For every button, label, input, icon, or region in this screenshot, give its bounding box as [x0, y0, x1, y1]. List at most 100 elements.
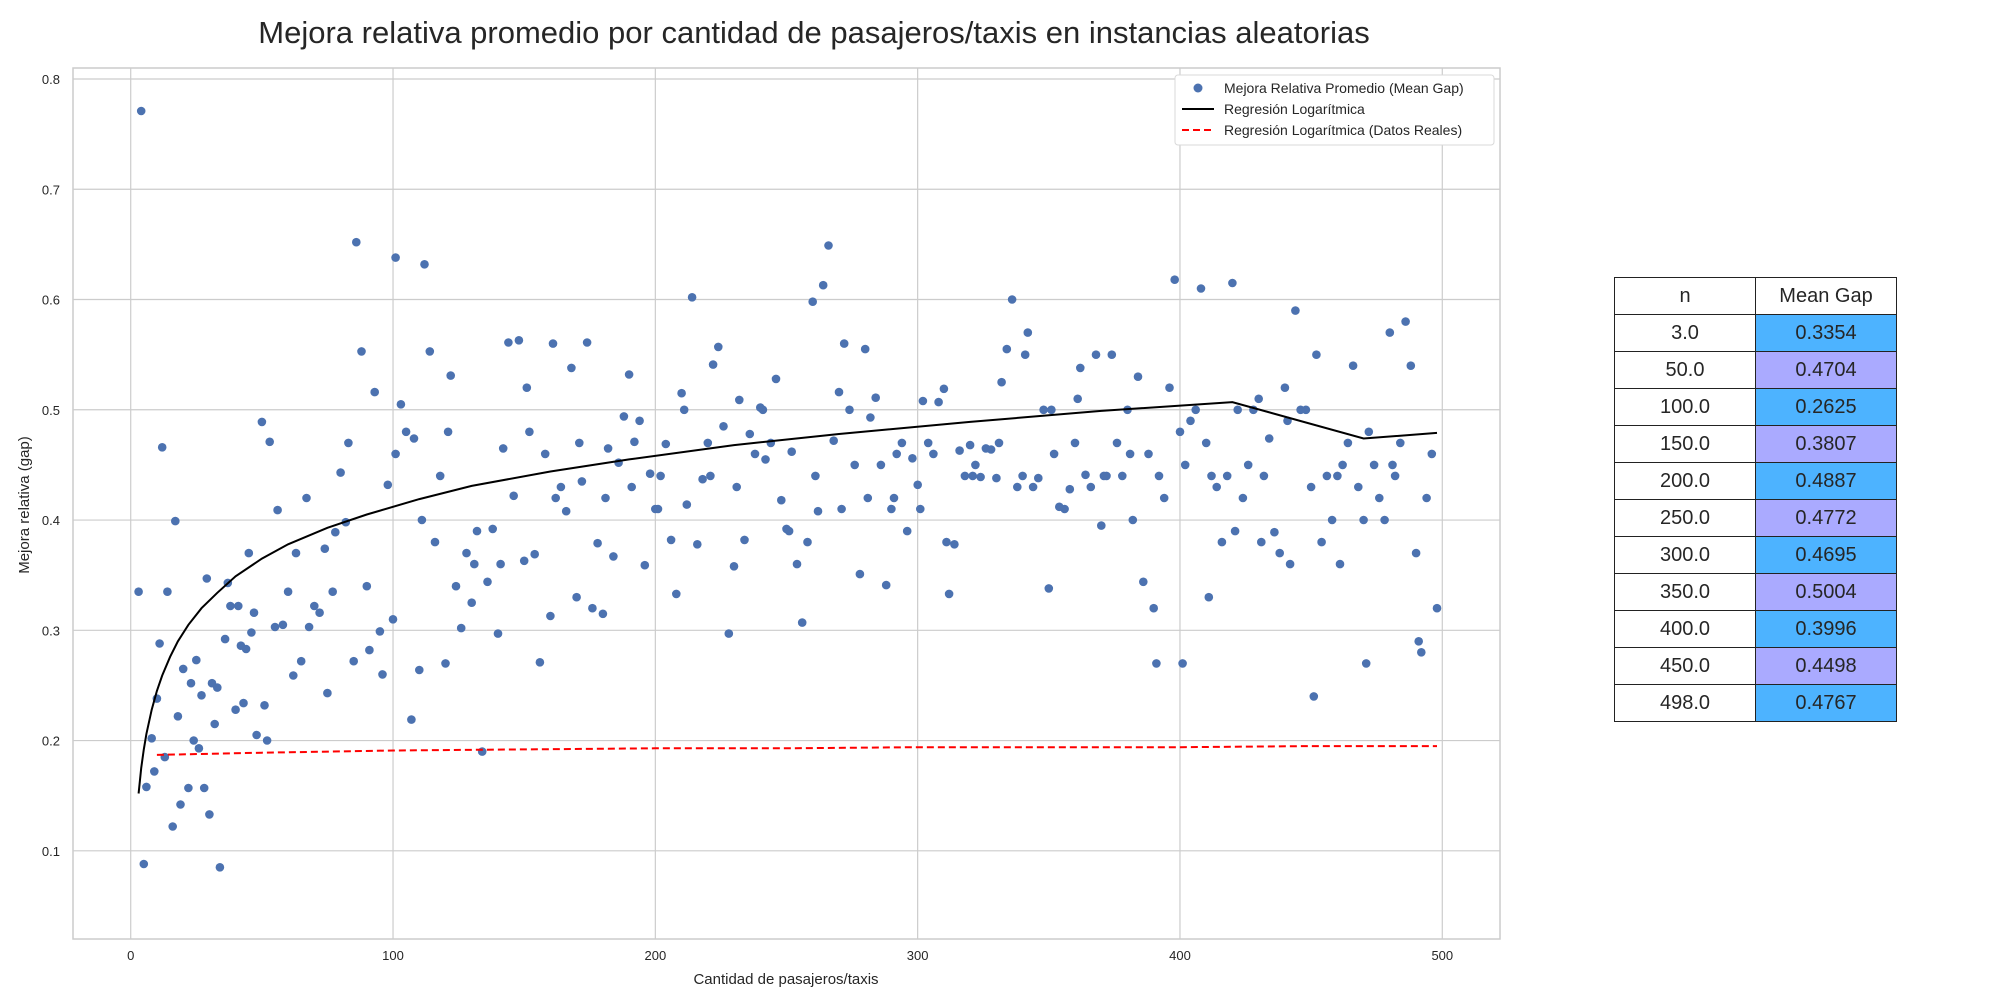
scatter-point — [1327, 515, 1337, 525]
scatter-point — [777, 495, 786, 505]
scatter-point — [302, 493, 311, 503]
scatter-point — [1335, 559, 1345, 569]
scatter-point — [451, 581, 461, 591]
scatter-point — [839, 339, 849, 348]
scatter-point — [661, 439, 671, 449]
scatter-point — [472, 526, 482, 536]
scatter-point — [213, 683, 222, 692]
scatter-point — [1204, 592, 1214, 602]
scatter-point — [916, 504, 925, 514]
table-cell-mean-gap: 0.3996 — [1755, 610, 1897, 648]
scatter-point — [1128, 515, 1138, 525]
scatter-points — [134, 106, 1442, 872]
scatter-point — [435, 471, 445, 481]
scatter-point — [1369, 460, 1379, 470]
scatter-point — [703, 438, 713, 448]
scatter-point — [758, 405, 768, 415]
scatter-point — [1401, 317, 1410, 326]
scatter-point — [934, 397, 943, 407]
scatter-point — [514, 336, 524, 345]
scatter-point — [388, 615, 398, 624]
scatter-point — [362, 581, 372, 591]
scatter-point — [863, 493, 873, 503]
scatter-point — [199, 783, 209, 793]
scatter-point — [349, 656, 359, 666]
scatter-point — [1175, 427, 1185, 437]
table-cell-mean-gap: 0.4498 — [1755, 647, 1897, 685]
scatter-point — [1270, 527, 1279, 537]
scatter-point — [866, 413, 875, 422]
scatter-point — [997, 377, 1006, 387]
y-axis-label: Mejora relativa (gap) — [16, 436, 33, 574]
scatter-point — [391, 253, 400, 262]
scatter-point — [792, 559, 802, 569]
scatter-point — [561, 506, 571, 516]
scatter-point — [409, 434, 419, 443]
scatter-point — [171, 516, 180, 526]
legend-label-log: Regresión Logarítmica — [1224, 101, 1365, 117]
scatter-point — [1291, 306, 1300, 315]
scatter-point — [1354, 482, 1363, 492]
scatter-point — [401, 427, 411, 437]
scatter-point — [1159, 493, 1169, 503]
scatter-point — [992, 473, 1001, 483]
scatter-point — [1023, 328, 1033, 337]
table-cell-n: 50.0 — [1614, 351, 1756, 389]
scatter-point — [811, 471, 820, 481]
table-cell-n: 300.0 — [1614, 536, 1756, 574]
scatter-point — [1230, 526, 1240, 536]
scatter-point — [1228, 278, 1237, 288]
scatter-point — [724, 629, 734, 638]
scatter-point — [845, 405, 854, 415]
scatter-point — [808, 297, 817, 307]
scatter-point — [396, 400, 406, 409]
scatter-point — [220, 634, 230, 644]
scatter-point — [1212, 482, 1221, 492]
y-tick-label: 0.4 — [42, 513, 60, 528]
scatter-point — [467, 598, 477, 607]
scatter-point — [837, 504, 846, 514]
scatter-point — [787, 447, 796, 457]
scatter-point — [1144, 449, 1153, 459]
scatter-point — [1380, 515, 1389, 525]
scatter-point — [1060, 504, 1069, 514]
x-tick-labels: 0 100 200 300 400 500 — [127, 948, 1453, 963]
scatter-point — [446, 371, 456, 380]
scatter-point — [546, 611, 555, 621]
table-cell-mean-gap: 0.5004 — [1755, 573, 1897, 611]
scatter-point — [1152, 659, 1161, 668]
scatter-point — [1238, 493, 1248, 503]
scatter-point — [134, 587, 143, 596]
table-cell-n: 100.0 — [1614, 388, 1756, 426]
scatter-point — [881, 580, 891, 590]
scatter-point — [189, 736, 198, 745]
scatter-point — [1280, 383, 1290, 393]
scatter-point — [1020, 350, 1030, 360]
scatter-point — [244, 548, 254, 558]
table-row: 450.0 0.4498 — [1614, 647, 1897, 685]
scatter-point — [186, 678, 196, 688]
scatter-point — [965, 440, 975, 450]
scatter-point — [304, 622, 314, 632]
scatter-point — [234, 601, 243, 611]
scatter-point — [750, 449, 760, 459]
scatter-point — [698, 474, 707, 484]
table-cell-mean-gap: 0.2625 — [1755, 388, 1897, 426]
scatter-point — [488, 524, 498, 534]
scatter-point — [761, 455, 770, 464]
scatter-point — [1257, 537, 1266, 547]
scatter-point — [939, 384, 949, 394]
scatter-point — [892, 449, 901, 459]
scatter-point — [231, 705, 240, 714]
scatter-point — [729, 562, 739, 571]
scatter-point — [1047, 405, 1056, 415]
scatter-point — [260, 701, 269, 710]
scatter-point — [1170, 275, 1179, 285]
scatter-point — [270, 622, 280, 632]
y-tick-label: 0.1 — [42, 844, 60, 859]
scatter-point — [378, 670, 387, 679]
table-row: 50.0 0.4704 — [1614, 351, 1897, 389]
x-tick-label: 300 — [907, 948, 929, 963]
scatter-point — [456, 623, 466, 633]
scatter-point — [955, 446, 964, 455]
